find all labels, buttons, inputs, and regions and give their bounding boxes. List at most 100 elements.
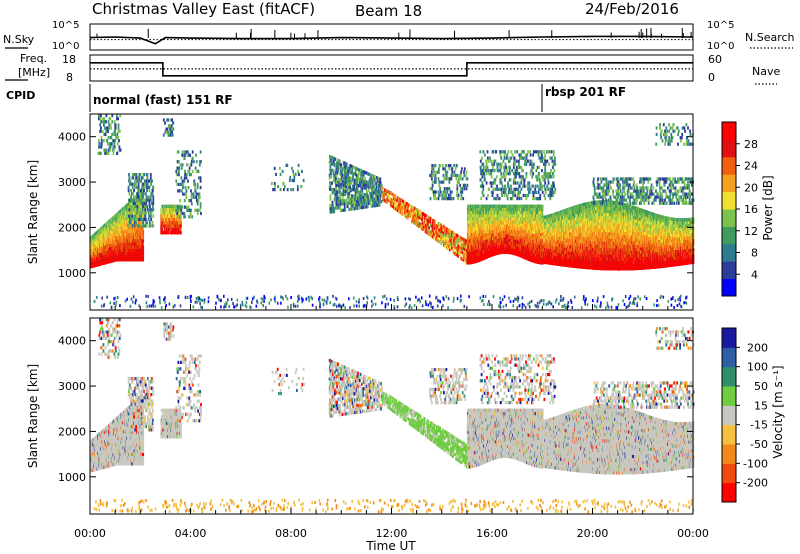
power-cell [330, 194, 332, 197]
power-cell [146, 186, 148, 189]
power-cell [336, 197, 338, 200]
power-cell [151, 208, 153, 211]
power-cell [356, 181, 358, 184]
power-cell [114, 133, 116, 136]
power-cell [181, 189, 183, 192]
power-cell [197, 183, 199, 186]
power-cell [363, 206, 365, 209]
freq-label-line1: Freq. [20, 52, 47, 65]
power-cell [187, 180, 189, 183]
power-cell [128, 189, 130, 192]
power-cell [337, 171, 339, 174]
power-cell [163, 225, 165, 228]
power-cell [332, 204, 334, 207]
power-cell [134, 205, 136, 208]
power-cell [199, 196, 201, 199]
power-cell [187, 150, 189, 153]
nave-label: Nave [752, 65, 780, 78]
power-cell [142, 246, 144, 249]
power-cell [280, 173, 282, 176]
power-cell [195, 189, 197, 192]
power-cell [381, 191, 383, 194]
power-cell [171, 131, 173, 134]
power-cell [336, 200, 338, 203]
power-cell [172, 134, 174, 137]
power-cell [143, 189, 145, 192]
power-cell [176, 212, 178, 215]
power-cell [147, 208, 149, 211]
power-cell [133, 202, 135, 205]
power-cell [351, 194, 353, 197]
power-cell [148, 218, 150, 221]
power-cell [120, 149, 122, 152]
power-cell [151, 179, 153, 182]
power-cell [355, 170, 357, 173]
power-cell [337, 206, 339, 209]
power-cell [289, 179, 291, 182]
power-cell [347, 205, 349, 208]
power-cell [145, 202, 147, 205]
power-cell [190, 209, 192, 212]
power-cell [136, 215, 138, 218]
power-cell [164, 121, 166, 124]
power-cell [133, 189, 135, 192]
power-cell [374, 175, 376, 178]
power-cell [283, 182, 285, 185]
power-cell [173, 121, 175, 124]
power-cell [137, 205, 139, 208]
power-cell [357, 187, 359, 190]
power-cell [178, 183, 180, 186]
power-cell [111, 142, 113, 145]
power-cell [143, 192, 145, 195]
power-cell [351, 181, 353, 184]
power-cell [108, 149, 110, 152]
power-cell [180, 225, 182, 228]
power-cell [382, 187, 384, 190]
power-cell [144, 173, 146, 176]
power-cell [168, 231, 170, 234]
cpid-entry-1: rbsp 201 RF [545, 85, 626, 99]
power-cell [180, 215, 182, 218]
power-cell [199, 209, 201, 212]
power-cell [146, 195, 148, 198]
power-cell [129, 208, 131, 211]
power-cell [118, 139, 120, 142]
power-cell [103, 117, 105, 120]
power-cell [331, 156, 333, 159]
power-cell [170, 134, 172, 137]
power-cell [183, 183, 185, 186]
power-cell [110, 145, 112, 148]
power-cell [139, 173, 141, 176]
power-cell [144, 179, 146, 182]
power-cell [100, 152, 102, 155]
power-cell [132, 205, 134, 208]
power-cell [339, 178, 341, 181]
power-cell [368, 199, 370, 202]
power-cell [330, 165, 332, 168]
power-cell [98, 145, 100, 148]
power-cell [293, 173, 295, 176]
power-cell [373, 185, 375, 188]
power-cell [280, 188, 282, 191]
power-cell [185, 154, 187, 157]
power-cell [186, 206, 188, 209]
power-cell [177, 215, 179, 218]
power-cell [200, 206, 202, 209]
power-cell [113, 152, 115, 155]
power-cell [132, 192, 134, 195]
power-cell [165, 211, 167, 214]
power-cell [135, 183, 137, 186]
power-cell [129, 218, 131, 221]
power-cell [342, 196, 344, 199]
power-cell [152, 189, 154, 192]
power-cell [377, 197, 379, 200]
power-cell [379, 197, 381, 200]
power-cell [372, 181, 374, 184]
power-cell [148, 195, 150, 198]
cpid-label: CPID [6, 89, 35, 102]
cpid-entry-0: normal (fast) 151 RF [93, 93, 233, 107]
power-cell [369, 202, 371, 205]
power-cell [135, 176, 137, 179]
power-cell [187, 163, 189, 166]
power-cell [333, 157, 335, 160]
